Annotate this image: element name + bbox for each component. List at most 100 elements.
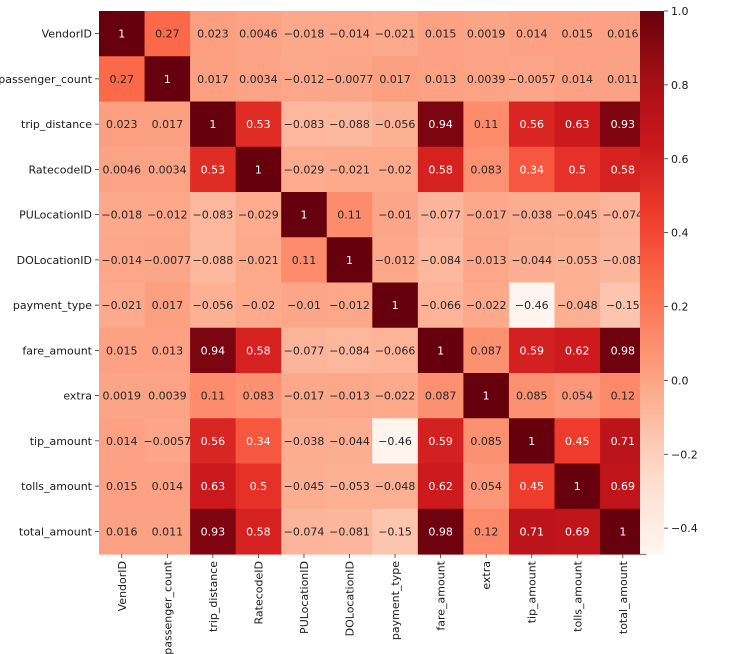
heatmap-cell bbox=[99, 373, 146, 419]
heatmap-cell bbox=[508, 373, 556, 419]
cell-value-label: 1 bbox=[392, 299, 399, 312]
heatmap-cell bbox=[600, 11, 647, 57]
cell-value-label: 0.054 bbox=[562, 390, 594, 403]
heatmap-cell bbox=[372, 146, 419, 193]
colorbar-tick-label: 0.8 bbox=[671, 79, 689, 92]
cell-value-label: 0.71 bbox=[611, 435, 636, 448]
y-tick-label: fare_amount bbox=[22, 344, 92, 357]
heatmap-cell bbox=[463, 192, 510, 238]
heatmap-cell bbox=[463, 373, 510, 419]
cell-value-label: 0.59 bbox=[519, 344, 544, 357]
x-tick-label: VendorID bbox=[116, 561, 129, 611]
heatmap-cell bbox=[281, 418, 328, 465]
cell-value-label: 0.58 bbox=[428, 163, 453, 176]
heatmap-cell bbox=[190, 146, 237, 193]
heatmap-cell bbox=[372, 101, 419, 148]
heatmap-cell bbox=[372, 373, 419, 419]
cell-value-label: −0.084 bbox=[420, 254, 461, 267]
heatmap-cell bbox=[190, 192, 237, 238]
heatmap-cell bbox=[417, 237, 464, 284]
cell-value-label: 0.45 bbox=[519, 480, 544, 493]
heatmap-cell bbox=[600, 146, 647, 193]
y-tick-label: extra bbox=[63, 390, 92, 403]
heatmap-cell bbox=[326, 282, 373, 329]
heatmap-cell bbox=[508, 192, 556, 238]
cell-value-label: 1 bbox=[209, 118, 216, 131]
cell-value-label: −0.088 bbox=[193, 254, 234, 267]
cell-value-label: −0.012 bbox=[147, 209, 188, 222]
heatmap-cell bbox=[144, 418, 191, 465]
x-tick-label: total_amount bbox=[617, 560, 630, 634]
heatmap-cell bbox=[463, 11, 510, 57]
heatmap-cell bbox=[190, 237, 237, 284]
heatmap-cell bbox=[600, 192, 647, 238]
cell-value-label: −0.056 bbox=[375, 118, 416, 131]
heatmap-cell bbox=[417, 192, 464, 238]
heatmap-cell bbox=[144, 11, 191, 57]
cell-value-label: 0.93 bbox=[201, 525, 226, 538]
cell-value-label: 1 bbox=[483, 390, 490, 403]
x-tick-label: fare_amount bbox=[435, 560, 448, 630]
heatmap-cell bbox=[463, 282, 510, 329]
heatmap-cell bbox=[235, 327, 282, 374]
cell-value-label: 1 bbox=[574, 480, 581, 493]
cell-value-label: −0.045 bbox=[557, 209, 598, 222]
heatmap-cell bbox=[554, 463, 601, 510]
cell-value-label: −0.083 bbox=[284, 118, 325, 131]
heatmap-cell bbox=[508, 101, 556, 148]
cell-value-label: 0.0019 bbox=[467, 28, 506, 41]
heatmap-cell bbox=[554, 11, 601, 57]
heatmap-cell bbox=[281, 327, 328, 374]
cell-value-label: 0.53 bbox=[201, 163, 226, 176]
heatmap-cell bbox=[554, 192, 601, 238]
heatmap-cell bbox=[372, 11, 419, 57]
heatmap-cell bbox=[326, 463, 373, 510]
heatmap-cell bbox=[190, 463, 237, 510]
heatmap-cell bbox=[281, 463, 328, 510]
x-tick-label: extra bbox=[480, 561, 493, 590]
colorbar-tick-label: 0.0 bbox=[671, 374, 689, 387]
heatmap-cell bbox=[99, 11, 146, 57]
cell-value-label: 0.98 bbox=[611, 344, 636, 357]
heatmap-cell bbox=[235, 508, 282, 555]
heatmap-cell bbox=[144, 508, 191, 555]
x-tick-label: tip_amount bbox=[526, 560, 539, 623]
heatmap-cell bbox=[417, 373, 464, 419]
cell-value-label: −0.018 bbox=[101, 209, 142, 222]
heatmap-cell bbox=[326, 56, 373, 103]
cell-value-label: −0.017 bbox=[466, 209, 507, 222]
cell-value-label: −0.029 bbox=[284, 163, 325, 176]
cell-value-label: −0.021 bbox=[238, 254, 279, 267]
cell-value-label: −0.013 bbox=[466, 254, 507, 267]
x-axis-tick-labels: VendorID passenger_count trip_distance Rate… bbox=[116, 554, 630, 654]
cell-value-label: 0.087 bbox=[425, 390, 457, 403]
cell-value-label: −0.048 bbox=[557, 299, 598, 312]
heatmap-cell bbox=[554, 101, 601, 148]
cell-value-label: −0.088 bbox=[329, 118, 370, 131]
y-tick-label: VendorID bbox=[42, 28, 92, 41]
cell-value-label: −0.021 bbox=[101, 299, 142, 312]
heatmap-cell bbox=[144, 327, 191, 374]
cell-value-label: 0.014 bbox=[106, 435, 138, 448]
cell-value-label: 0.58 bbox=[246, 525, 271, 538]
heatmap-cell bbox=[99, 327, 146, 374]
heatmap-cell bbox=[554, 237, 601, 284]
heatmap-cell bbox=[372, 463, 419, 510]
heatmap-cell bbox=[554, 418, 601, 465]
cell-value-label: −0.022 bbox=[375, 390, 416, 403]
heatmap-cell bbox=[372, 508, 419, 555]
cell-value-label: 0.017 bbox=[152, 118, 184, 131]
cell-value-label: 0.11 bbox=[292, 254, 317, 267]
cell-value-label: 0.63 bbox=[565, 118, 590, 131]
cell-value-label: 0.0046 bbox=[239, 28, 278, 41]
heatmap-cell bbox=[235, 192, 282, 238]
cell-value-label: 0.12 bbox=[474, 525, 499, 538]
heatmap-cell bbox=[463, 101, 510, 148]
cell-value-label: −0.021 bbox=[329, 163, 370, 176]
cell-value-label: −0.081 bbox=[329, 525, 370, 538]
heatmap-cell bbox=[190, 101, 237, 148]
cell-value-label: −0.0077 bbox=[326, 73, 374, 86]
cell-value-label: −0.053 bbox=[557, 254, 598, 267]
heatmap-cell bbox=[508, 146, 556, 193]
heatmap-cell bbox=[326, 373, 373, 419]
